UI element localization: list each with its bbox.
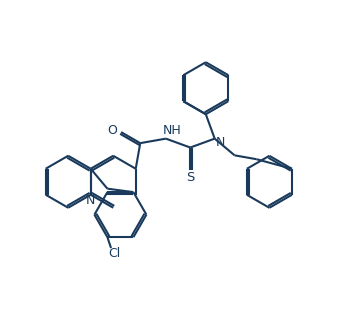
- Text: S: S: [186, 171, 195, 184]
- Text: N: N: [215, 136, 225, 149]
- Text: Cl: Cl: [108, 247, 121, 260]
- Text: NH: NH: [163, 124, 182, 137]
- Text: N: N: [86, 194, 95, 207]
- Text: O: O: [107, 124, 117, 137]
